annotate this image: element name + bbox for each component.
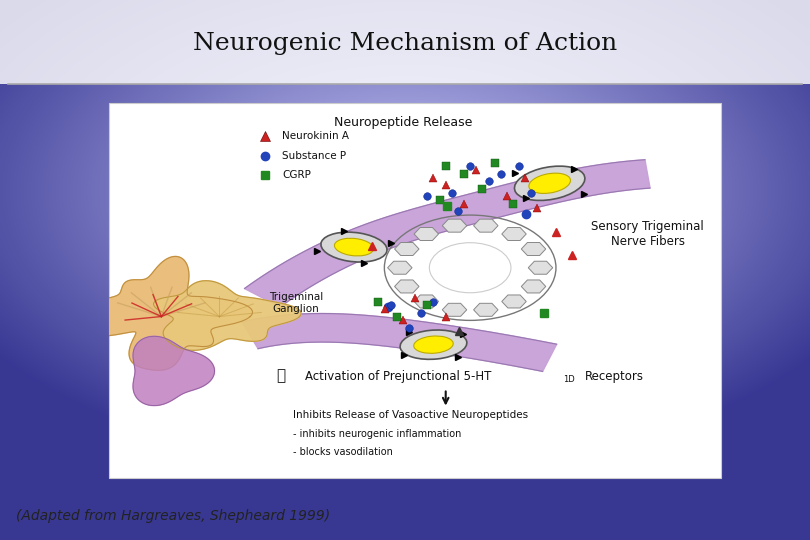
- Text: Neurokinin A: Neurokinin A: [283, 131, 349, 141]
- Polygon shape: [474, 303, 498, 316]
- Polygon shape: [394, 280, 419, 293]
- Text: 1D: 1D: [563, 375, 575, 384]
- Polygon shape: [133, 336, 215, 406]
- Ellipse shape: [335, 238, 373, 256]
- Polygon shape: [74, 256, 253, 370]
- Polygon shape: [528, 261, 552, 274]
- Text: CGRP: CGRP: [283, 171, 311, 180]
- Polygon shape: [394, 242, 419, 255]
- Ellipse shape: [414, 336, 453, 353]
- Polygon shape: [501, 227, 526, 240]
- Ellipse shape: [514, 166, 585, 200]
- Polygon shape: [522, 280, 546, 293]
- Polygon shape: [414, 227, 438, 240]
- Text: - blocks vasodilation: - blocks vasodilation: [293, 447, 393, 457]
- Text: Trigeminal
Ganglion: Trigeminal Ganglion: [269, 292, 323, 314]
- Text: Neuropeptide Release: Neuropeptide Release: [334, 116, 472, 129]
- Text: Substance P: Substance P: [283, 151, 347, 161]
- Text: Sensory Trigeminal
Nerve Fibers: Sensory Trigeminal Nerve Fibers: [591, 220, 704, 248]
- Text: (Adapted from Hargreaves, Shepheard 1999): (Adapted from Hargreaves, Shepheard 1999…: [16, 509, 330, 523]
- Bar: [0, 0, 810, 84]
- Polygon shape: [474, 219, 498, 232]
- Text: - inhibits neurogenic inflammation: - inhibits neurogenic inflammation: [293, 429, 461, 439]
- Ellipse shape: [400, 330, 467, 359]
- Polygon shape: [414, 295, 438, 308]
- Polygon shape: [442, 219, 467, 232]
- Text: ②: ②: [276, 369, 285, 383]
- Text: Receptors: Receptors: [585, 370, 644, 383]
- Circle shape: [429, 242, 511, 293]
- Bar: [109, 103, 721, 478]
- Polygon shape: [522, 242, 546, 255]
- Text: Activation of Prejunctional 5-HT: Activation of Prejunctional 5-HT: [305, 370, 492, 383]
- Ellipse shape: [529, 173, 570, 193]
- Polygon shape: [442, 303, 467, 316]
- Ellipse shape: [321, 232, 387, 262]
- Text: Neurogenic Mechanism of Action: Neurogenic Mechanism of Action: [193, 32, 617, 55]
- Polygon shape: [245, 160, 650, 307]
- Polygon shape: [242, 314, 556, 372]
- Polygon shape: [388, 261, 412, 274]
- Polygon shape: [154, 281, 301, 350]
- Polygon shape: [501, 295, 526, 308]
- Text: Inhibits Release of Vasoactive Neuropeptides: Inhibits Release of Vasoactive Neuropept…: [293, 410, 528, 420]
